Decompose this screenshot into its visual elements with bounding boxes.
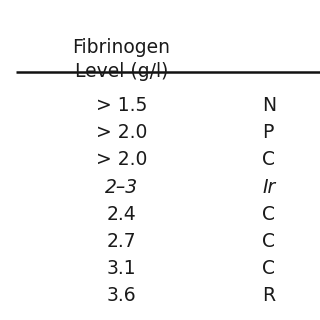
Text: 2–3: 2–3: [105, 178, 138, 196]
Text: > 2.0: > 2.0: [96, 123, 147, 142]
Text: Fibrinogen
Level (g/l): Fibrinogen Level (g/l): [73, 38, 171, 81]
Text: C: C: [262, 150, 276, 169]
Text: R: R: [262, 286, 276, 305]
Text: C: C: [262, 259, 276, 278]
Text: N: N: [262, 96, 276, 115]
Text: C: C: [262, 205, 276, 224]
Text: 2.7: 2.7: [107, 232, 136, 251]
Text: C: C: [262, 232, 276, 251]
Text: 3.6: 3.6: [107, 286, 136, 305]
Text: 2.4: 2.4: [107, 205, 136, 224]
Text: Ir: Ir: [262, 178, 276, 196]
Text: > 1.5: > 1.5: [96, 96, 147, 115]
Text: 3.1: 3.1: [107, 259, 136, 278]
Text: P: P: [262, 123, 274, 142]
Text: > 2.0: > 2.0: [96, 150, 147, 169]
